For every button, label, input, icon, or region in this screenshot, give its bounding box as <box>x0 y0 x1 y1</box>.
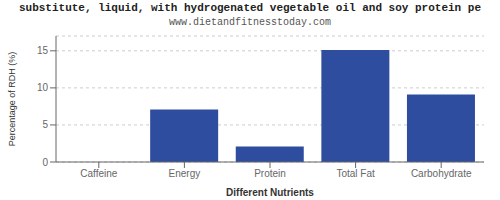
svg-text:5: 5 <box>42 119 48 130</box>
svg-text:Caffeine: Caffeine <box>80 168 118 179</box>
svg-text:Protein: Protein <box>254 168 286 179</box>
svg-text:Energy: Energy <box>169 168 201 179</box>
html-text:substitute, liquid, with hydro: substitute, liquid, with hydrogenated ve… <box>19 2 481 14</box>
svg-text:15: 15 <box>37 45 49 56</box>
svg-text:Percentage of RDH (%): Percentage of RDH (%) <box>8 52 17 147</box>
svg-text:Carbohydrate: Carbohydrate <box>411 168 472 179</box>
svg-text:10: 10 <box>37 82 49 93</box>
html-text:www.dietandfitnesstoday.com: www.dietandfitnesstoday.com <box>169 17 331 28</box>
svg-text:Total Fat: Total Fat <box>336 168 375 179</box>
svg-text:Different Nutrients: Different Nutrients <box>226 187 314 196</box>
svg-text:0: 0 <box>42 157 48 168</box>
